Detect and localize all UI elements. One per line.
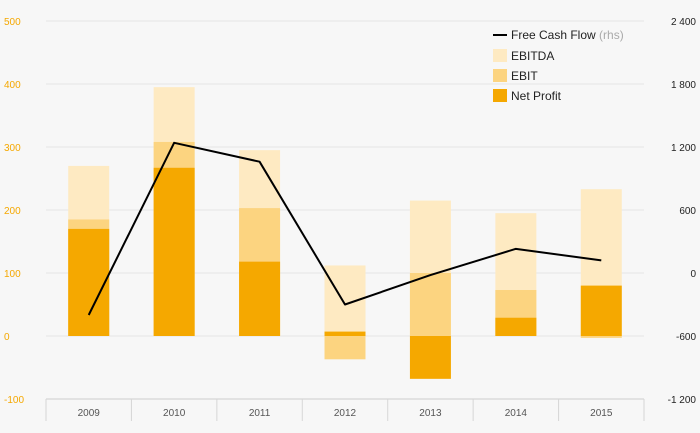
x-tick-label: 2013 — [419, 408, 442, 419]
x-tick-label: 2014 — [505, 408, 528, 419]
y-tick-label: 500 — [4, 17, 21, 28]
net-profit-bar — [68, 228, 110, 336]
y2-tick-label: 600 — [679, 206, 696, 217]
y2-tick-label: -600 — [676, 332, 696, 343]
legend: Free Cash Flow (rhs) EBITDA EBIT Net Pro… — [493, 28, 624, 103]
y-tick-label: 100 — [4, 269, 21, 280]
free-cash-flow-line-group — [87, 141, 602, 316]
y-tick-label: 0 — [4, 332, 10, 343]
legend-swatch-ebitda — [493, 49, 507, 62]
net-profit-bar — [495, 317, 537, 336]
y2-tick-label: 0 — [690, 269, 696, 280]
x-tick-label: 2010 — [163, 408, 186, 419]
x-tick-label: 2015 — [590, 408, 613, 419]
net-profit-bar — [409, 336, 451, 379]
legend-label-ebitda: EBITDA — [511, 49, 554, 63]
ebit-bar — [580, 336, 622, 338]
y2-tick-label: 1 200 — [671, 143, 696, 154]
ebit-bar — [409, 273, 451, 336]
y2-tick-label: -1 200 — [668, 395, 697, 406]
x-axis: 2009 2010 2011 2012 2013 2014 2015 — [45, 398, 645, 421]
legend-label-net-profit: Net Profit — [511, 89, 562, 103]
ebitda-bar — [324, 265, 366, 336]
legend-swatch-net-profit — [493, 89, 507, 102]
x-tick-label: 2012 — [334, 408, 357, 419]
y-tick-label: 300 — [4, 143, 21, 154]
net-profit-bar — [324, 331, 366, 336]
legend-swatch-ebit — [493, 69, 507, 82]
free-cash-flow-line — [87, 141, 602, 316]
x-tick-label: 2011 — [249, 408, 271, 419]
legend-label-ebit: EBIT — [511, 69, 538, 83]
y-tick-label: 400 — [4, 80, 21, 91]
left-y-axis: -100 0 100 200 300 400 500 — [4, 17, 24, 406]
y-tick-label: -100 — [4, 395, 24, 406]
y-tick-label: 200 — [4, 206, 21, 217]
ebit-bar — [324, 336, 366, 360]
net-profit-bar — [153, 167, 195, 336]
net-profit-bar — [239, 261, 281, 336]
bar-series — [68, 87, 622, 379]
grid-lines — [46, 20, 644, 337]
right-y-axis: -1 200 -600 0 600 1 200 1 800 2 400 — [668, 17, 697, 406]
net-profit-bar — [580, 285, 622, 336]
legend-label-free-cash-flow: Free Cash Flow (rhs) — [511, 28, 624, 42]
y2-tick-label: 2 400 — [671, 17, 696, 28]
x-tick-label: 2009 — [78, 408, 101, 419]
y2-tick-label: 1 800 — [671, 80, 696, 91]
